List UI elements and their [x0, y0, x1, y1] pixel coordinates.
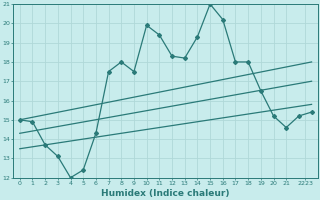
X-axis label: Humidex (Indice chaleur): Humidex (Indice chaleur)	[101, 189, 230, 198]
